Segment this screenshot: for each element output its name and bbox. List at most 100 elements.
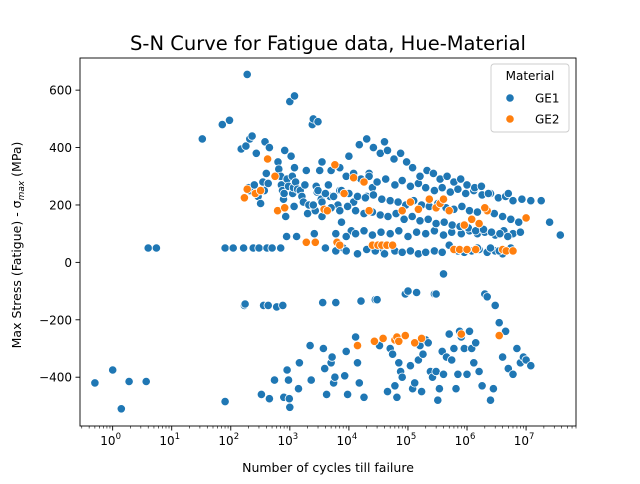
scatter-point-ge1-74: [289, 91, 300, 101]
scatter-point-ge1-176: [490, 300, 500, 310]
chart-title: S-N Curve for Fatigue data, Hue-Material: [130, 32, 526, 55]
scatter-point-ge1-216: [385, 229, 395, 239]
scatter-point-ge1-186: [526, 361, 536, 371]
scatter-point-ge1-82: [305, 340, 315, 351]
scatter-point-ge1-70: [291, 231, 302, 242]
scatter-point-ge1-257: [517, 194, 527, 204]
scatter-point-ge2-12: [330, 160, 340, 170]
scatter-point-ge1-243: [405, 181, 415, 191]
scatter-point-ge1-200: [437, 247, 447, 257]
scatter-point-ge1-23: [254, 243, 264, 253]
x-tick-label-4: 104: [337, 432, 358, 448]
scatter-point-ge1-282: [497, 211, 508, 222]
scatter-point-ge1-50: [281, 211, 291, 222]
y-tick-label--400: −400: [39, 371, 72, 385]
scatter-point-ge2-28: [410, 338, 420, 348]
scatter-point-ge1-169: [471, 338, 481, 348]
scatter-point-ge1-246: [429, 186, 439, 196]
plot-frame: [79, 57, 577, 427]
scatter-point-ge2-43: [494, 330, 504, 341]
scatter-point-ge2-1: [242, 184, 252, 194]
scatter-point-ge1-36: [263, 178, 273, 188]
scatter-point-ge2-48: [335, 240, 345, 250]
y-axis-label: Max Stress (Fatigue) - σmax (MPa): [9, 142, 27, 349]
scatter-point-ge1-333: [503, 188, 513, 199]
x-tick-label-7: 107: [514, 432, 535, 448]
scatter-point-ge1-294: [383, 211, 393, 222]
scatter-point-ge1-247: [437, 183, 447, 193]
scatter-point-ge2-11: [322, 206, 332, 216]
scatter-point-ge1-307: [486, 227, 497, 237]
scatter-point-ge1-318: [407, 163, 418, 173]
scatter-point-ge1-137: [403, 286, 413, 296]
scatter-point-ge1-330: [544, 217, 555, 227]
scatter-point-ge1-72: [293, 384, 304, 394]
x-tick-label-0: 100: [100, 432, 121, 448]
scatter-point-ge2-40: [471, 244, 481, 255]
scatter-point-ge1-166: [464, 326, 475, 336]
scatter-point-ge2-8: [301, 237, 311, 247]
scatter-point-ge1-187: [320, 243, 330, 253]
scatter-point-ge2-49: [352, 340, 363, 351]
scatter-point-ge2-16: [359, 177, 369, 187]
scatter-point-ge1-59: [283, 375, 294, 385]
scatter-point-ge1-300: [431, 219, 441, 229]
scatter-point-ge1-138: [405, 361, 415, 371]
scatter-point-ge1-61: [285, 402, 295, 412]
scatter-point-ge1-309: [503, 231, 513, 242]
scatter-point-ge1-22: [251, 148, 261, 158]
scatter-point-ge1-5: [143, 243, 153, 253]
scatter-point-ge1-265: [360, 193, 370, 203]
scatter-point-ge1-155: [438, 369, 449, 379]
scatter-point-ge1-3: [124, 376, 134, 387]
scatter-point-ge1-79: [301, 165, 311, 176]
scatter-point-ge1-269: [393, 197, 403, 207]
scatter-point-ge1-241: [390, 180, 400, 190]
scatter-point-ge1-12: [228, 243, 238, 253]
scatter-point-ge2-5: [270, 171, 280, 181]
scatter-point-ge2-22: [387, 240, 398, 250]
scatter-point-ge1-1: [108, 365, 118, 375]
scatter-point-ge1-277: [457, 201, 467, 211]
scatter-point-ge2-7: [280, 203, 290, 213]
scatter-point-ge1-10: [220, 396, 230, 407]
scatter-point-ge1-58: [282, 365, 292, 375]
scatter-point-ge1-217: [394, 226, 404, 236]
scatter-point-ge1-6: [151, 243, 161, 253]
scatter-point-ge2-53: [416, 333, 427, 343]
y-tick-label-600: 600: [49, 84, 72, 98]
scatter-point-ge1-258: [526, 196, 536, 206]
scatter-point-ge1-135: [397, 372, 407, 382]
scatter-point-ge1-37: [264, 143, 274, 153]
scatter-point-ge1-285: [308, 200, 318, 210]
scatter-point-ge1-132: [392, 392, 402, 402]
scatter-point-ge2-30: [424, 194, 434, 204]
scatter-point-ge1-153: [434, 384, 444, 394]
scatter-point-ge1-20: [247, 131, 257, 141]
scatter-point-ge2-33: [438, 194, 449, 204]
scatter-point-ge1-338: [431, 289, 441, 299]
scatter-point-ge1-41: [269, 375, 280, 385]
scatter-point-ge1-128: [382, 386, 393, 397]
scatter-point-ge1-245: [421, 183, 431, 193]
scatter-point-ge1-17: [241, 141, 251, 151]
x-tick-label-2: 102: [218, 432, 239, 448]
scatter-point-ge1-220: [421, 229, 431, 239]
scatter-point-ge1-107: [336, 217, 347, 227]
scatter-point-ge1-211: [341, 231, 351, 242]
scatter-point-ge1-117: [354, 378, 364, 388]
scatter-point-ge1-161: [453, 369, 463, 379]
legend-marker-ge2: [505, 114, 515, 124]
scatter-point-ge1-111: [342, 389, 353, 399]
scatter-point-ge1-316: [395, 148, 406, 158]
scatter-point-ge1-329: [483, 188, 493, 199]
scatter-point-ge1-260: [320, 188, 330, 199]
scatter-point-ge1-174: [485, 395, 496, 405]
scatter-point-ge2-25: [397, 206, 407, 216]
scatter-point-ge1-239: [372, 177, 382, 187]
scatter-point-ge1-2: [116, 404, 126, 414]
x-tick-label-3: 103: [277, 432, 298, 448]
scatter-point-ge1-312: [368, 143, 378, 153]
scatter-point-ge1-165: [462, 369, 472, 379]
